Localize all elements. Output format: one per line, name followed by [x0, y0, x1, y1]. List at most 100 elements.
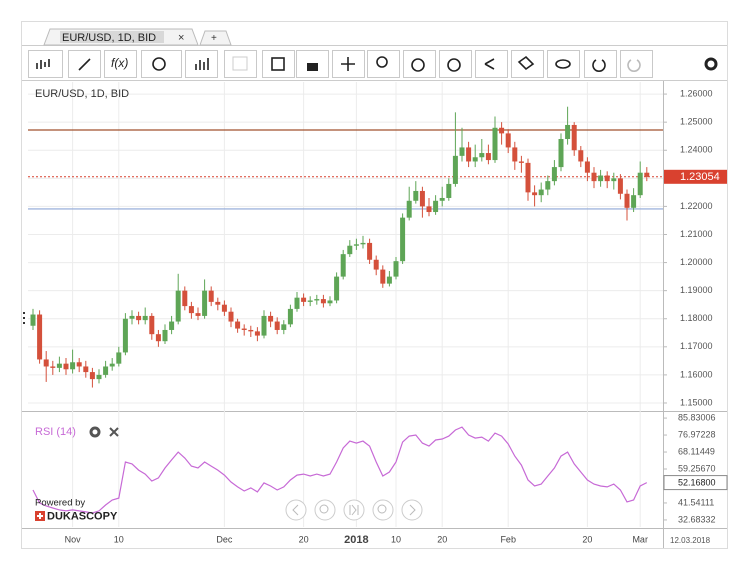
- candle-body: [155, 334, 161, 342]
- tool-zoom[interactable]: [367, 50, 400, 78]
- nav-zoom-out[interactable]: [314, 499, 336, 521]
- candle-body: [413, 190, 419, 201]
- icon: [36, 59, 50, 69]
- candle-body: [373, 259, 379, 270]
- candle-body: [446, 183, 452, 198]
- candle-body: [551, 167, 557, 182]
- tool-function[interactable]: [104, 50, 137, 78]
- y-tick-label: 1.26000: [680, 88, 713, 98]
- candle-body: [426, 206, 432, 213]
- tool-share[interactable]: [475, 50, 508, 78]
- last-value-box: [663, 475, 728, 491]
- tool-visibility[interactable]: [547, 50, 580, 78]
- tool-upload[interactable]: [403, 50, 436, 78]
- y-tick-label: 32.68332: [678, 514, 716, 524]
- x-tick-label: 10: [114, 534, 124, 544]
- candle-body: [512, 147, 518, 162]
- candle-body: [545, 181, 551, 190]
- add-tab[interactable]: [199, 30, 232, 46]
- x-tick-label: 20: [299, 534, 309, 544]
- candle-body: [340, 254, 346, 277]
- icon: [484, 58, 495, 70]
- candle-body: [215, 301, 221, 305]
- rsi-line: [32, 426, 648, 514]
- candle-body: [360, 242, 366, 245]
- y-tick-label: 1.21000: [680, 229, 713, 239]
- nav-right[interactable]: [401, 499, 423, 521]
- candle-body: [294, 297, 300, 309]
- last-price-label: 1.23054: [680, 171, 720, 183]
- tool-calendar[interactable]: [224, 50, 257, 78]
- candle-body: [611, 178, 617, 182]
- candle-body: [129, 315, 135, 319]
- candle-body: [565, 124, 571, 140]
- candle-body: [307, 300, 313, 302]
- candle-body: [433, 200, 439, 213]
- y-tick-label: 1.19000: [680, 285, 713, 295]
- tool-download[interactable]: [439, 50, 472, 78]
- candle-body: [188, 306, 194, 314]
- y-tick-label: 41.54111: [678, 497, 714, 507]
- candle-body: [235, 321, 241, 329]
- candle-body: [637, 172, 643, 196]
- candle-body: [505, 133, 511, 148]
- y-tick-label: 1.22000: [680, 201, 713, 211]
- tool-undo[interactable]: [584, 50, 617, 78]
- candle-body: [281, 324, 287, 330]
- candle-body: [202, 290, 208, 316]
- candle-body: [301, 297, 307, 302]
- candle-body: [492, 127, 498, 161]
- y-tick-label: 1.25000: [680, 117, 713, 127]
- tool-theme[interactable]: [511, 50, 544, 78]
- chart-title: EUR/USD, 1D, BID: [35, 88, 129, 100]
- icon: [517, 55, 535, 71]
- candle-body: [518, 161, 524, 163]
- y-tick-label: 1.24000: [680, 145, 713, 155]
- indicator-settings[interactable]: [89, 426, 101, 438]
- candle-body: [248, 329, 254, 332]
- nav-zoom-in[interactable]: [372, 499, 394, 521]
- settings-icon[interactable]: [704, 57, 718, 71]
- handle-dot: [23, 322, 25, 324]
- tool-redo[interactable]: [620, 50, 653, 78]
- candle-body: [479, 153, 485, 158]
- nav-left[interactable]: [285, 499, 307, 521]
- y-tick-label: 1.15000: [680, 397, 713, 407]
- icon: [195, 58, 209, 70]
- icon: [349, 504, 359, 516]
- x-tick-label: 20: [582, 534, 592, 544]
- candle-body: [617, 178, 623, 194]
- pane-handle[interactable]: [23, 312, 25, 324]
- candle-body: [162, 329, 168, 342]
- powered-by: Powered by: [35, 498, 85, 509]
- y-tick-label: 68.11449: [678, 446, 715, 456]
- tab-close[interactable]: ×: [178, 32, 184, 44]
- nav-reset[interactable]: [343, 499, 365, 521]
- widget-frame: [21, 21, 728, 549]
- indicator-close[interactable]: [109, 427, 119, 437]
- tool-volume[interactable]: [185, 50, 218, 78]
- nav-buttons: [285, 499, 423, 521]
- x-tick-label: 2018: [344, 534, 368, 546]
- last-value-label: 52.16800: [678, 477, 716, 487]
- tool-table[interactable]: [262, 50, 295, 78]
- candle-body: [221, 304, 227, 312]
- candle-body: [116, 352, 122, 364]
- tool-info[interactable]: [141, 50, 182, 78]
- icon: [232, 56, 248, 71]
- toolbar: f(x): [28, 50, 718, 78]
- y-tick-label: 1.16000: [680, 369, 713, 379]
- tool-function-label: f(x): [111, 56, 128, 70]
- icon: [592, 59, 606, 72]
- candle-body: [96, 374, 102, 380]
- candle-body: [37, 314, 43, 360]
- y-tick-label: 1.18000: [680, 313, 713, 323]
- candle-body: [499, 127, 505, 134]
- candle-body: [142, 315, 148, 321]
- icon: [376, 56, 388, 68]
- tab-label: EUR/USD, 1D, BID: [62, 32, 156, 44]
- marks: [28, 106, 663, 514]
- y-tick-label: 1.20000: [680, 257, 713, 267]
- candle-body: [314, 299, 320, 301]
